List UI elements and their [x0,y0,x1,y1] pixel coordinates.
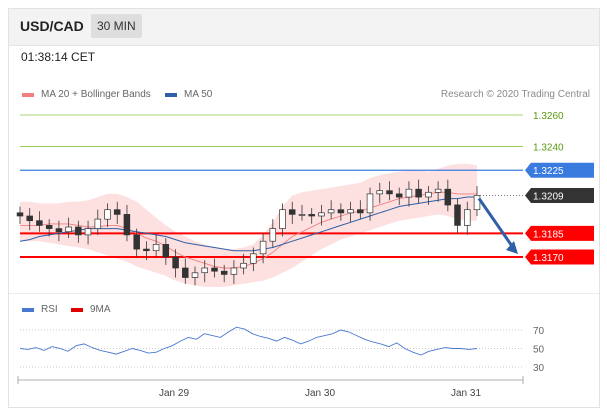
candle-body [94,218,102,229]
candle-body [55,228,63,233]
candle-body [250,253,257,264]
candle-body [318,212,325,217]
rsi-line [19,326,478,356]
candle-body [425,191,432,198]
level-tag-1.3225: 1.3225 [525,162,594,178]
level-tag-1.3170-bg [525,249,594,265]
candle-body [376,190,383,195]
candle-body [279,209,286,229]
candle-body [308,214,315,217]
rsi-tick-50: 50 [533,345,545,356]
level-tag-1.3170: 1.3170 [525,249,594,265]
candle-body [434,188,442,193]
projection-arrowhead [506,241,518,254]
candle-body [201,267,208,274]
candle-body [182,267,189,278]
bollinger-band-area [20,163,477,287]
candle-body [405,188,413,198]
candle-body [269,228,277,242]
candle-body [288,209,296,215]
level-label-1.3260: 1.3260 [533,111,564,122]
copyright-text: Research © 2020 Trading Central [440,89,590,100]
candle-body [464,209,471,226]
candle-body [240,262,247,269]
candle-body [172,256,179,269]
level-tag-1.3170-text: 1.3170 [533,253,564,264]
x-tick-label: Jan 30 [305,388,335,399]
projection-arrow [477,197,516,250]
legend-ma50-label: MA 50 [184,89,213,100]
legend-rsi: RSI [22,304,58,315]
rsi-tick-70: 70 [533,326,545,337]
legend-ma20-label: MA 20 + Bollinger Bands [41,89,151,100]
candle-body [298,214,306,216]
rsi-tick-30: 30 [533,363,545,374]
candle-body [444,188,452,206]
current-price-tag-bg [525,187,594,203]
level-tag-1.3225-text: 1.3225 [533,166,564,177]
candle-body [347,209,354,214]
ma50-swatch [165,92,177,97]
candle-body [386,190,393,195]
candle-body [230,267,238,275]
level-tag-1.3185-bg [525,225,594,241]
level-tag-1.3185-text: 1.3185 [533,229,564,240]
candle-body [26,215,33,222]
level-label-1.3240: 1.3240 [533,143,564,154]
candle-body [337,209,345,214]
current-price-tag-text: 1.3209 [533,191,564,202]
legend-9ma: 9MA [71,304,111,315]
chart-header: USD/CAD 30 MIN [9,9,599,46]
timeframe-badge[interactable]: 30 MIN [91,14,142,38]
level-tag-1.3185: 1.3185 [525,225,594,241]
candle-body [415,188,422,198]
candle-body [104,209,111,220]
panel-divider [9,293,599,294]
candle-body [366,193,374,214]
candle-body [220,270,228,275]
candle-body [36,220,43,226]
candle-body [113,209,121,215]
legend-9ma-label: 9MA [90,304,111,315]
candle-body [454,204,461,226]
current-price-tag: 1.3209 [525,187,594,203]
ma9-swatch [71,307,83,312]
candle-body [395,193,403,198]
candle-body [133,234,140,250]
candle-body [123,214,131,236]
level-tag-1.3225-bg [525,162,594,178]
candle-body [162,244,170,258]
ma20-swatch [22,92,34,97]
x-tick-label: Jan 31 [451,388,481,399]
legend-ma50: MA 50 [165,89,212,100]
timestamp: 01:38:14 CET [21,50,96,64]
candle-body [143,248,150,252]
candle-body [473,195,481,211]
candle-body [211,267,218,272]
candle-body [45,225,53,229]
candle-body [75,226,82,236]
legend-rsi-label: RSI [41,304,58,315]
candle-body [16,212,24,217]
x-tick-label: Jan 29 [159,388,189,399]
candle-body [191,272,199,278]
legend-ma20: MA 20 + Bollinger Bands [22,89,151,100]
candle-body [357,209,364,214]
rsi-swatch [22,307,34,312]
candle-body [259,240,267,255]
candle-body [65,226,72,233]
candle-body [84,228,92,236]
candle-body [327,209,335,214]
candle-body [152,244,160,252]
currency-pair-title: USD/CAD [20,18,84,34]
